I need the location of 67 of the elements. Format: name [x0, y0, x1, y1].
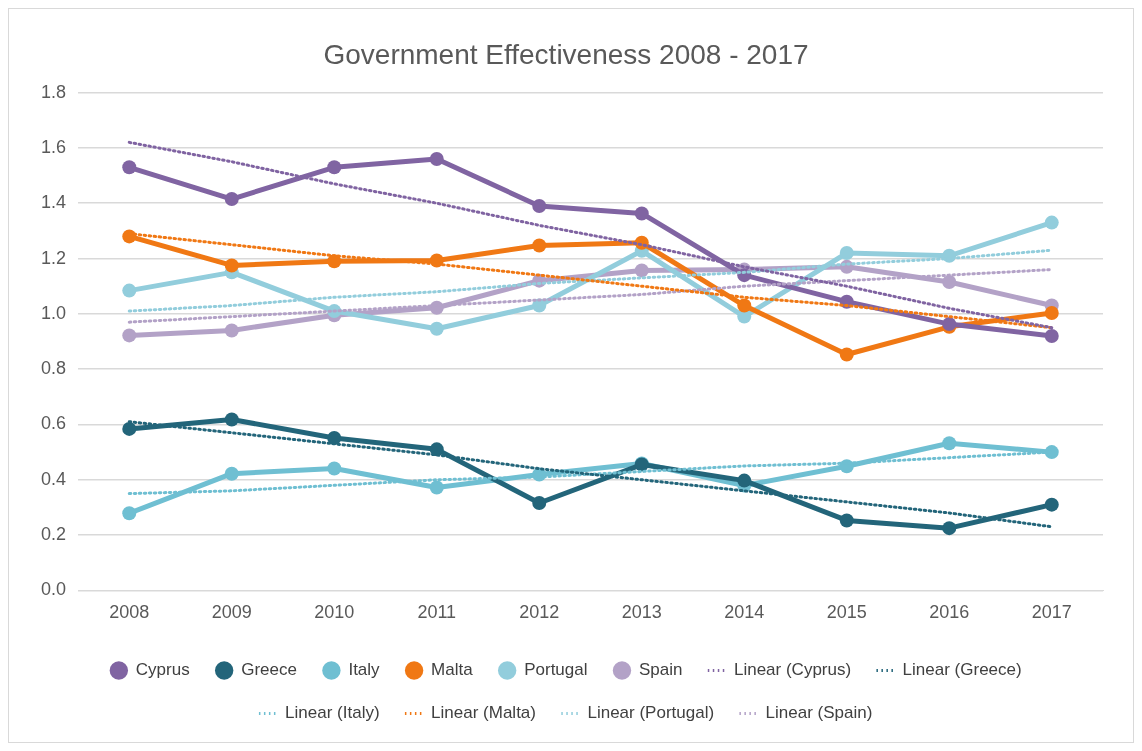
legend-label: Italy — [348, 660, 381, 680]
x-tick-label: 2012 — [519, 602, 560, 623]
point — [942, 436, 957, 451]
y-tick-label: 0.0 — [40, 579, 67, 600]
legend-label: Linear (Greece) — [902, 660, 1022, 680]
legend-label: Linear (Cyprus) — [733, 660, 852, 680]
point — [942, 275, 957, 290]
legend-label: Linear (Portugal) — [587, 703, 715, 723]
point — [224, 412, 239, 427]
y-tick-label: 1.6 — [40, 136, 67, 157]
point — [429, 151, 444, 166]
point — [532, 198, 547, 213]
y-tick-label: 1.4 — [40, 192, 67, 213]
y-tick-label: 0.6 — [40, 413, 67, 434]
point — [839, 347, 854, 362]
y-tick-label: 1.8 — [40, 81, 67, 102]
legend-label: Malta — [431, 660, 474, 680]
y-tick-label: 1.2 — [40, 247, 67, 268]
y-tick-label: 0.2 — [40, 524, 67, 545]
point — [122, 328, 137, 343]
y-tick-label: 0.4 — [40, 468, 67, 489]
legend-label: Cyprus — [135, 660, 190, 680]
point — [737, 473, 752, 488]
legend-label: Linear (Spain) — [765, 703, 873, 723]
point — [429, 480, 444, 495]
point — [122, 506, 137, 521]
point — [532, 496, 547, 511]
x-tick-label: 2010 — [314, 602, 355, 623]
point — [1044, 445, 1059, 460]
point — [634, 263, 649, 278]
point — [327, 160, 342, 175]
point — [737, 298, 752, 313]
legend-label: Linear (Italy) — [285, 703, 380, 723]
point — [532, 238, 547, 253]
y-tick-label: 0.8 — [40, 358, 67, 379]
point — [122, 421, 137, 436]
point — [224, 466, 239, 481]
point — [224, 323, 239, 338]
point — [327, 461, 342, 476]
point — [839, 513, 854, 528]
x-tick-label: 2016 — [929, 602, 970, 623]
legend-label: Portugal — [524, 660, 588, 680]
point — [839, 246, 854, 260]
chart-title: Government Effectiveness 2008 - 2017 — [323, 38, 809, 70]
legend-label: Spain — [638, 660, 683, 680]
x-tick-label: 2015 — [826, 602, 867, 623]
point — [224, 258, 239, 273]
point — [122, 160, 137, 175]
point — [122, 283, 137, 298]
point — [1044, 215, 1059, 230]
point — [429, 321, 444, 336]
x-tick-label: 2013 — [621, 602, 662, 623]
x-tick-label: 2017 — [1031, 602, 1072, 623]
point — [224, 192, 239, 207]
x-tick-label: 2008 — [109, 602, 150, 623]
y-tick-label: 1.0 — [40, 302, 67, 323]
point — [327, 431, 342, 446]
point — [1044, 497, 1059, 512]
point — [1044, 328, 1059, 343]
point — [1044, 306, 1059, 321]
legend-label: Greece — [241, 660, 297, 680]
legend-label: Linear (Malta) — [431, 703, 536, 723]
x-tick-label: 2011 — [417, 602, 457, 623]
x-tick-label: 2009 — [211, 602, 252, 623]
point — [942, 521, 957, 536]
point — [634, 206, 649, 221]
x-tick-label: 2014 — [724, 602, 765, 623]
